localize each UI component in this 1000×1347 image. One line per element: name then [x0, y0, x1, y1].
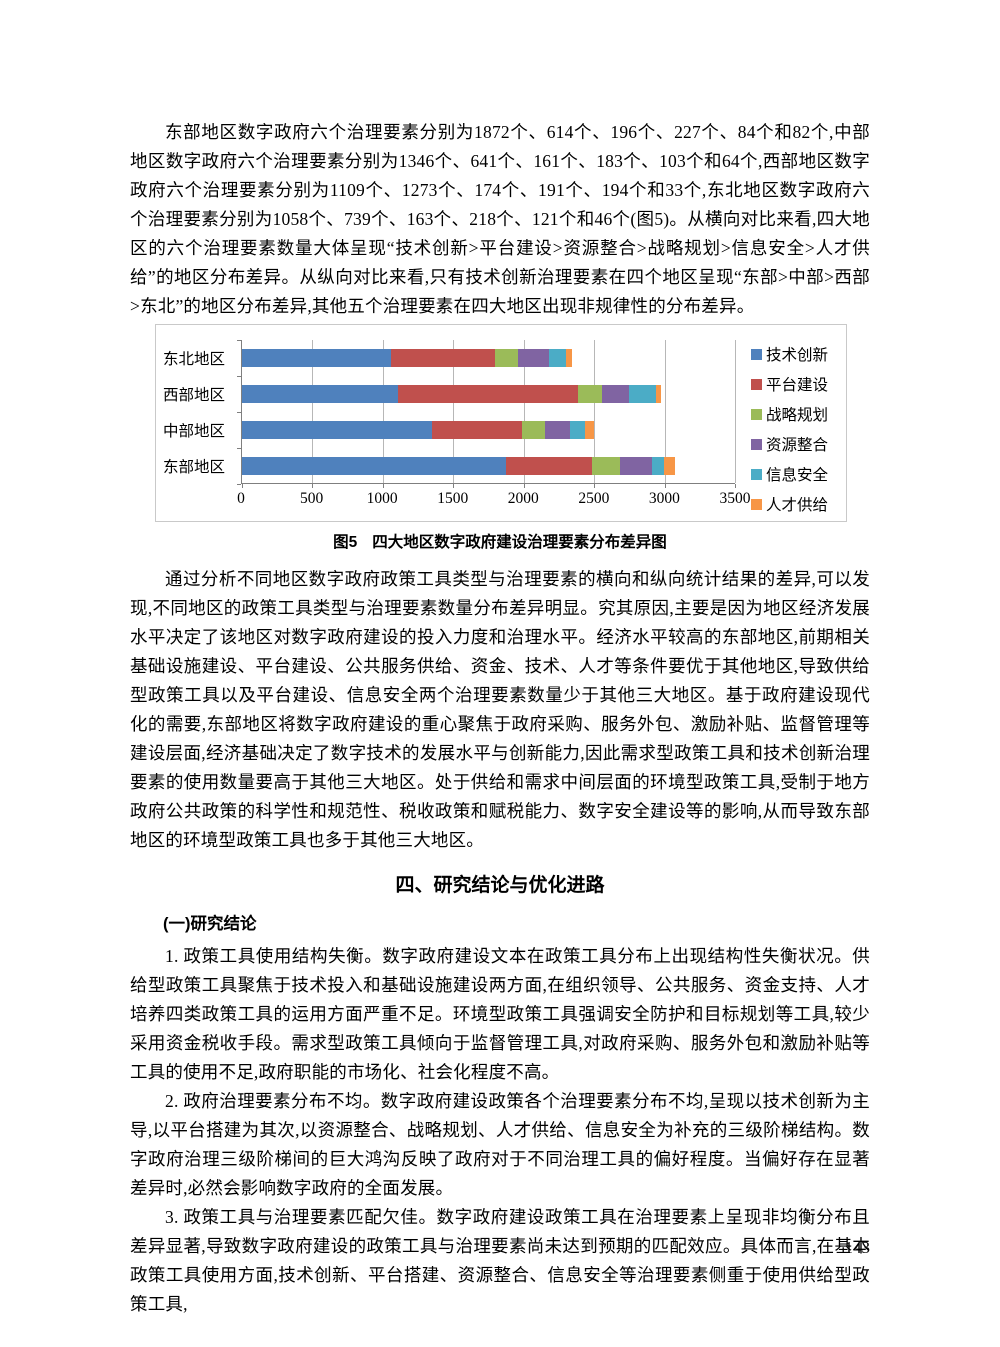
bar-segment — [521, 421, 545, 439]
chart-plot — [237, 340, 736, 488]
stacked-bar — [242, 349, 735, 367]
y-axis-tick — [237, 376, 241, 377]
legend-swatch — [751, 348, 762, 360]
y-axis-tick — [237, 448, 241, 449]
bar-segment — [242, 349, 392, 367]
bar-segment — [431, 421, 522, 439]
bar-segment — [619, 457, 652, 475]
bar-segment — [628, 385, 657, 403]
x-axis-tick — [312, 484, 314, 488]
figure-caption-text: 四大地区数字政府建设治理要素分布差异图 — [372, 534, 667, 551]
bar-segment — [577, 385, 602, 403]
legend-swatch — [751, 468, 762, 480]
legend-swatch — [751, 378, 762, 390]
category-label: 西部地区 — [162, 387, 225, 404]
bar-segment — [592, 457, 620, 475]
bar-segment — [391, 349, 496, 367]
bar-segment — [398, 385, 578, 403]
bar-segment — [651, 457, 664, 475]
bar-segment — [584, 421, 594, 439]
bar-segment — [242, 457, 506, 475]
x-axis-tick — [594, 484, 596, 488]
stacked-bar — [242, 421, 735, 439]
x-axis-tick — [242, 484, 243, 488]
legend-item: 战略规划 — [751, 399, 847, 429]
legend-swatch — [751, 408, 762, 420]
chart-gridline — [453, 340, 455, 483]
bar-segment — [505, 457, 593, 475]
x-axis-tick-label: 1500 — [437, 490, 469, 507]
paragraph-conclusion-2: 2. 政府治理要素分布不均。数字政府建设政策各个治理要素分布不均,呈现以技术创新… — [130, 1091, 870, 1198]
figure-caption: 图5 四大地区数字政府建设治理要素分布差异图 — [130, 530, 870, 552]
legend-item: 平台建设 — [751, 369, 847, 399]
paragraph-conclusion-1: 1. 政策工具使用结构失衡。数字政府建设文本在政策工具分布上出现结构性失衡状况。… — [130, 946, 870, 1082]
legend-label: 技术创新 — [766, 347, 829, 364]
bar-segment — [544, 421, 571, 439]
x-axis-tick — [382, 484, 384, 488]
stacked-bar-chart: 东北地区西部地区中部地区东部地区 0 500 1000 1500 2000 2500 300… — [155, 324, 847, 522]
bar-segment — [518, 349, 549, 367]
legend-label: 平台建设 — [766, 377, 829, 394]
x-axis-tick-label: 1000 — [366, 490, 398, 507]
bar-segment — [602, 385, 629, 403]
legend-swatch — [751, 438, 762, 450]
category-label: 东部地区 — [162, 459, 225, 476]
chart-x-axis: 0 500 1000 1500 2000 2500 3000 3500 — [237, 490, 750, 512]
x-axis-tick-label: 3500 — [719, 490, 751, 507]
bar-segment — [242, 385, 399, 403]
paragraph-region-stats: 东部地区数字政府六个治理要素分别为1872个、614个、196个、227个、84… — [130, 122, 870, 316]
x-axis-tick — [523, 484, 525, 488]
x-axis-tick — [453, 484, 455, 488]
legend-label: 信息安全 — [766, 467, 829, 484]
x-axis-tick-label: 2000 — [507, 490, 539, 507]
figure-5: 东北地区西部地区中部地区东部地区 0 500 1000 1500 2000 2500 300… — [130, 324, 870, 552]
chart-category-axis: 东北地区西部地区中部地区东部地区 — [158, 340, 234, 484]
chart-gridline — [523, 340, 525, 483]
paragraph-conclusion-3: 3. 政策工具与治理要素匹配欠佳。数字政府建设政策工具在治理要素上呈现非均衡分布… — [130, 1207, 870, 1314]
legend-item: 人才供给 — [751, 489, 847, 519]
bar-segment — [565, 349, 573, 367]
legend-item: 资源整合 — [751, 429, 847, 459]
legend-label: 战略规划 — [766, 407, 829, 424]
chart-gridline — [594, 340, 596, 483]
page-content: 东部地区数字政府六个治理要素分别为1872个、614个、196个、227个、84… — [130, 118, 870, 1319]
legend-swatch — [751, 498, 762, 510]
stacked-bar — [242, 457, 735, 475]
paragraph-analysis: 通过分析不同地区数字政府政策工具类型与治理要素的横向和纵向统计结果的差异,可以发… — [130, 569, 870, 850]
category-label: 东北地区 — [162, 351, 225, 368]
x-axis-tick — [735, 484, 736, 488]
legend-item: 信息安全 — [751, 459, 847, 489]
legend-label: 人才供给 — [766, 497, 829, 514]
chart-gridline — [312, 340, 314, 483]
bar-segment — [548, 349, 566, 367]
x-axis-tick — [664, 484, 666, 488]
y-axis-tick — [237, 340, 241, 341]
x-axis-tick-label: 0 — [237, 490, 245, 507]
subsection-heading: (一)研究结论 — [163, 915, 257, 933]
stacked-bar — [242, 385, 735, 403]
chart-legend: 技术创新平台建设战略规划资源整合信息安全人才供给 — [751, 339, 847, 519]
bar-segment — [663, 457, 676, 475]
section-heading: 四、研究结论与优化进路 — [395, 875, 605, 896]
x-axis-tick-label: 2500 — [578, 490, 610, 507]
bar-segment — [656, 385, 661, 403]
y-axis-tick — [237, 412, 241, 413]
page-number: 143 — [844, 1238, 871, 1257]
x-axis-tick-label: 3000 — [648, 490, 680, 507]
legend-label: 资源整合 — [766, 437, 829, 454]
bar-segment — [570, 421, 585, 439]
bar-segment — [495, 349, 519, 367]
x-axis-tick-label: 500 — [299, 490, 324, 507]
y-axis-tick — [237, 484, 241, 485]
chart-gridline — [382, 340, 384, 483]
chart-gridline — [664, 340, 666, 483]
category-label: 中部地区 — [162, 423, 225, 440]
figure-caption-label: 图5 — [333, 534, 358, 551]
bar-segment — [242, 421, 432, 439]
legend-item: 技术创新 — [751, 339, 847, 369]
chart-gridline — [735, 340, 736, 483]
